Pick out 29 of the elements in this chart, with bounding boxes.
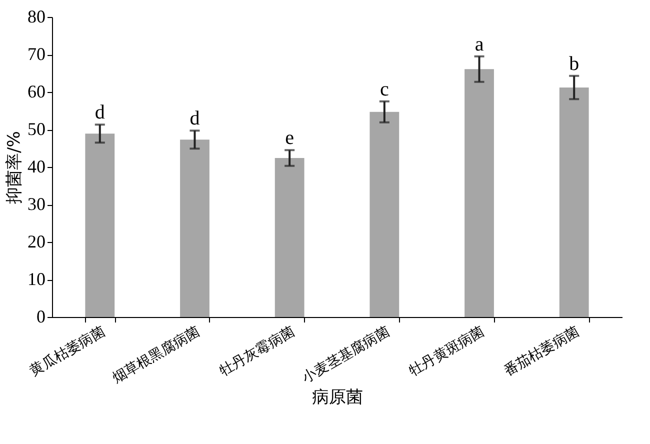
- bar: [85, 134, 115, 317]
- bar: [559, 88, 589, 317]
- y-tick-label: 30: [28, 194, 46, 214]
- annotation: d: [94, 102, 105, 124]
- y-tick-label: 50: [28, 119, 46, 139]
- annotation: d: [190, 108, 200, 130]
- annotation: e: [285, 127, 294, 150]
- bar: [274, 158, 304, 317]
- bar: [180, 140, 210, 317]
- annotation: c: [380, 78, 389, 100]
- x-tick-label: 小麦茎基腐病菌: [300, 324, 392, 386]
- y-tick-label: 10: [28, 269, 46, 289]
- y-axis-title: 抑菌率/%: [4, 131, 24, 204]
- y-tick-label: 20: [28, 232, 46, 252]
- x-tick-label: 番茄枯萎病菌: [501, 324, 582, 380]
- x-tick-label: 牡丹黄斑病菌: [406, 324, 488, 380]
- y-tick-label: 80: [28, 6, 46, 26]
- y-tick-label: 60: [28, 82, 46, 102]
- x-tick-label: 烟草根黑腐病菌: [110, 324, 203, 386]
- y-tick-label: 0: [36, 306, 46, 326]
- annotation: b: [569, 52, 580, 75]
- x-tick-label: 黄瓜枯萎病菌: [27, 324, 108, 380]
- y-tick-label: 40: [28, 156, 46, 176]
- x-tick-label: 牡丹灰霉病菌: [216, 324, 298, 380]
- annotation: a: [474, 33, 484, 56]
- bar: [464, 69, 494, 317]
- y-tick-label: 70: [28, 44, 46, 64]
- x-axis-title: 病原菌: [312, 388, 363, 408]
- bar: [370, 112, 400, 317]
